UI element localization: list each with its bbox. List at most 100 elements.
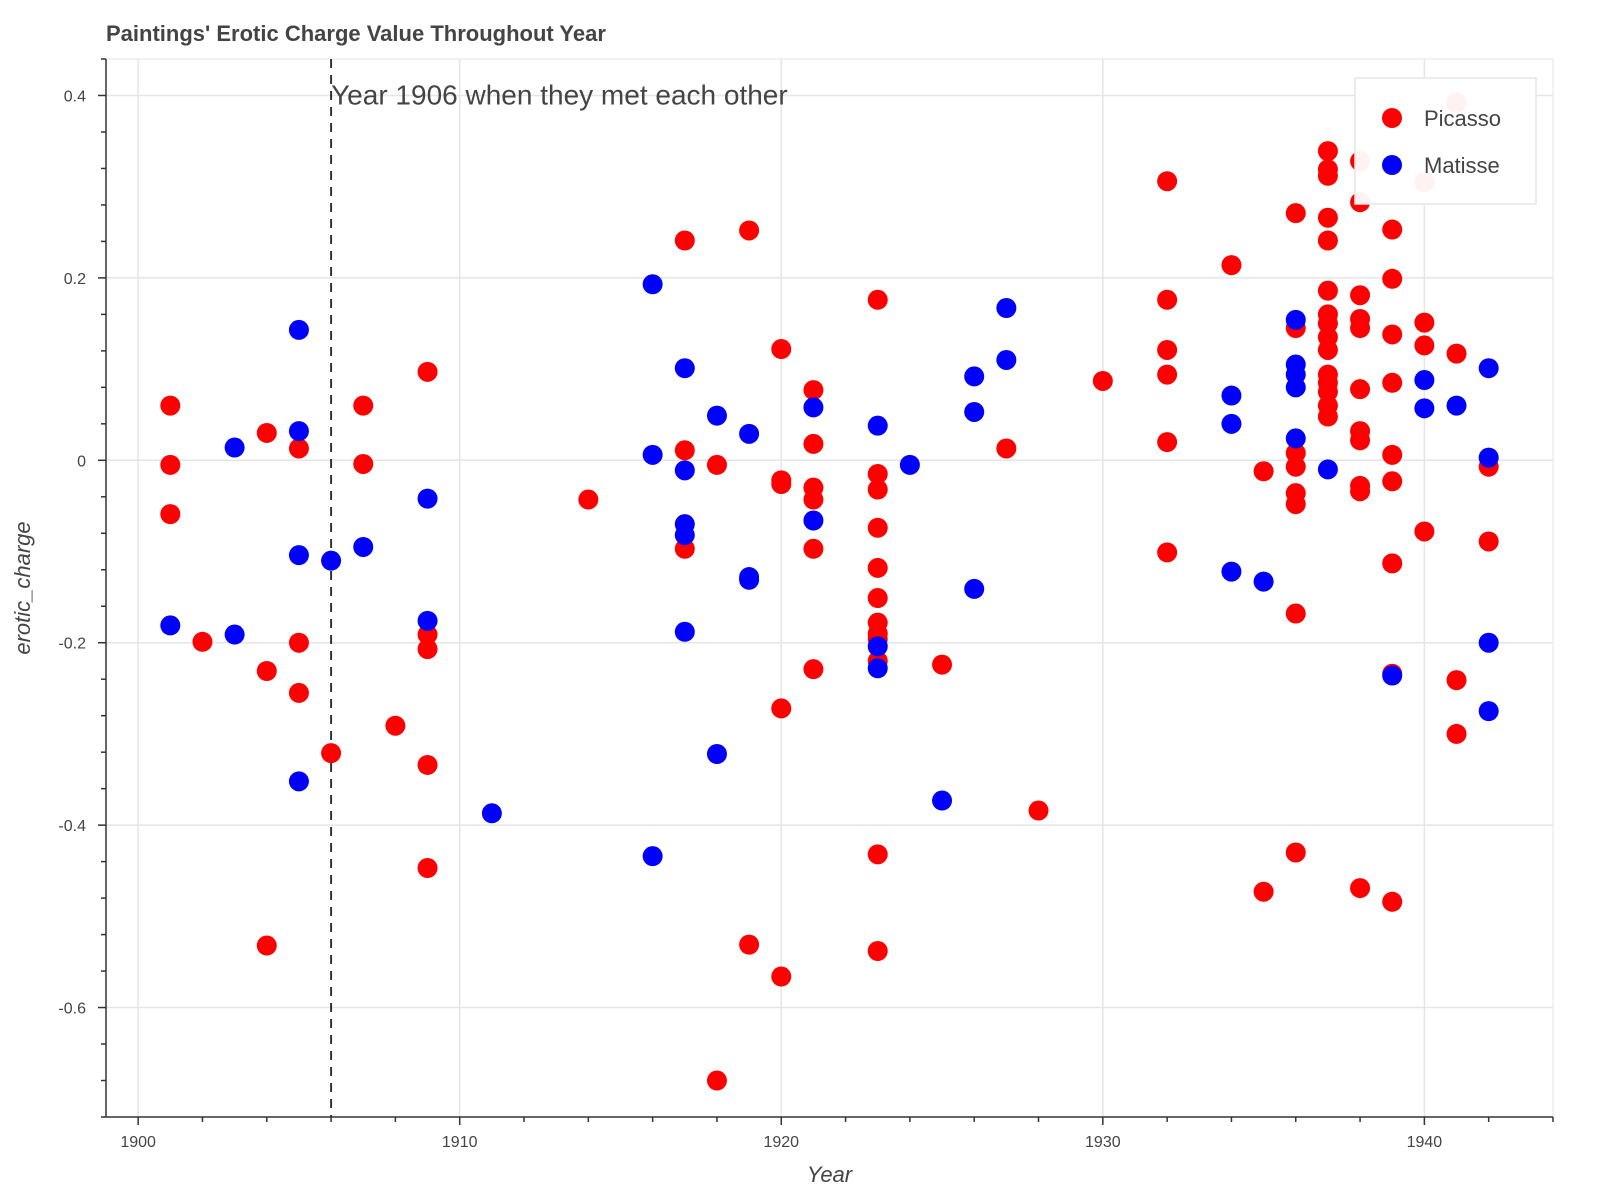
picasso-point <box>867 289 888 310</box>
data-points <box>160 92 1499 1091</box>
picasso-point <box>1317 313 1338 334</box>
picasso-point <box>803 538 824 559</box>
matisse-point <box>1478 358 1499 379</box>
picasso-point <box>192 631 213 652</box>
annotation-text: Year 1906 when they met each other <box>331 79 788 110</box>
matisse-point <box>160 615 181 636</box>
picasso-point <box>1317 406 1338 427</box>
matisse-point <box>674 358 695 379</box>
picasso-point <box>1317 280 1338 301</box>
legend-marker-matisse <box>1382 155 1402 175</box>
picasso-point <box>578 489 599 510</box>
picasso-point <box>771 339 792 360</box>
picasso-point <box>1382 268 1403 289</box>
picasso-point <box>1285 443 1306 464</box>
picasso-point <box>771 474 792 495</box>
picasso-point <box>1382 219 1403 240</box>
picasso-point <box>1317 381 1338 402</box>
matisse-point <box>224 624 245 645</box>
picasso-point <box>288 682 309 703</box>
x-tick-label: 1940 <box>1407 1134 1443 1151</box>
picasso-point <box>417 754 438 775</box>
picasso-point <box>706 1070 727 1091</box>
picasso-point <box>1350 285 1371 306</box>
picasso-point <box>1157 432 1178 453</box>
matisse-point <box>1285 428 1306 449</box>
picasso-point <box>1092 370 1113 391</box>
matisse-point <box>1478 701 1499 722</box>
picasso-point <box>1414 335 1435 356</box>
picasso-point <box>160 395 181 416</box>
picasso-point <box>1350 430 1371 451</box>
matisse-point <box>803 397 824 418</box>
picasso-point <box>417 624 438 645</box>
picasso-point <box>417 361 438 382</box>
picasso-point <box>1221 255 1242 276</box>
matisse-point <box>288 421 309 442</box>
picasso-point <box>867 941 888 962</box>
picasso-point <box>1317 230 1338 251</box>
picasso-point <box>1285 842 1306 863</box>
legend: Picasso Matisse <box>1354 77 1537 205</box>
matisse-point <box>224 437 245 458</box>
picasso-point <box>1382 553 1403 574</box>
matisse-point <box>481 803 502 824</box>
picasso-point <box>1157 171 1178 192</box>
x-axis-label: Year <box>807 1162 854 1187</box>
matisse-point <box>899 454 920 475</box>
matisse-point <box>867 415 888 436</box>
matisse-point <box>674 460 695 481</box>
picasso-point <box>706 454 727 475</box>
matisse-point <box>674 525 695 546</box>
picasso-point <box>867 557 888 578</box>
chart-title: Paintings' Erotic Charge Value Throughou… <box>106 21 606 46</box>
matisse-point <box>321 550 342 571</box>
picasso-point <box>1446 670 1467 691</box>
legend-marker-picasso <box>1382 108 1402 128</box>
matisse-point <box>1253 571 1274 592</box>
picasso-point <box>417 858 438 879</box>
matisse-point <box>1414 370 1435 391</box>
matisse-point <box>739 569 760 590</box>
matisse-point <box>867 636 888 657</box>
y-tick-label: -0.6 <box>58 1001 86 1018</box>
picasso-point <box>321 743 342 764</box>
picasso-point <box>996 438 1017 459</box>
picasso-point <box>1317 339 1338 360</box>
picasso-point <box>771 698 792 719</box>
picasso-point <box>256 660 277 681</box>
matisse-point <box>706 405 727 426</box>
picasso-point <box>867 479 888 500</box>
picasso-point <box>256 935 277 956</box>
matisse-point <box>674 621 695 642</box>
picasso-point <box>674 440 695 461</box>
matisse-point <box>1221 385 1242 406</box>
picasso-point <box>1446 723 1467 744</box>
picasso-point <box>385 715 406 736</box>
x-tick-label: 1930 <box>1085 1134 1121 1151</box>
legend-label-picasso: Picasso <box>1424 106 1501 131</box>
x-tick-label: 1900 <box>120 1134 156 1151</box>
picasso-point <box>1414 521 1435 542</box>
matisse-point <box>642 444 663 465</box>
picasso-point <box>932 654 953 675</box>
matisse-point <box>1285 309 1306 330</box>
picasso-point <box>803 433 824 454</box>
picasso-point <box>1285 456 1306 477</box>
picasso-point <box>674 230 695 251</box>
grid-lines <box>106 59 1553 1117</box>
axes: 1900 1910 1920 1930 1940 0.4 0.2 0 -0.2 -0.4 -0.6 <box>58 58 1554 1151</box>
matisse-point <box>964 401 985 422</box>
picasso-point <box>353 453 374 474</box>
picasso-point <box>1382 324 1403 345</box>
picasso-point <box>160 504 181 525</box>
picasso-point <box>867 463 888 484</box>
matisse-point <box>1478 632 1499 653</box>
matisse-point <box>964 578 985 599</box>
picasso-point <box>1382 471 1403 492</box>
matisse-point <box>288 771 309 792</box>
picasso-point <box>160 454 181 475</box>
picasso-point <box>1350 481 1371 502</box>
picasso-point <box>1028 800 1049 821</box>
